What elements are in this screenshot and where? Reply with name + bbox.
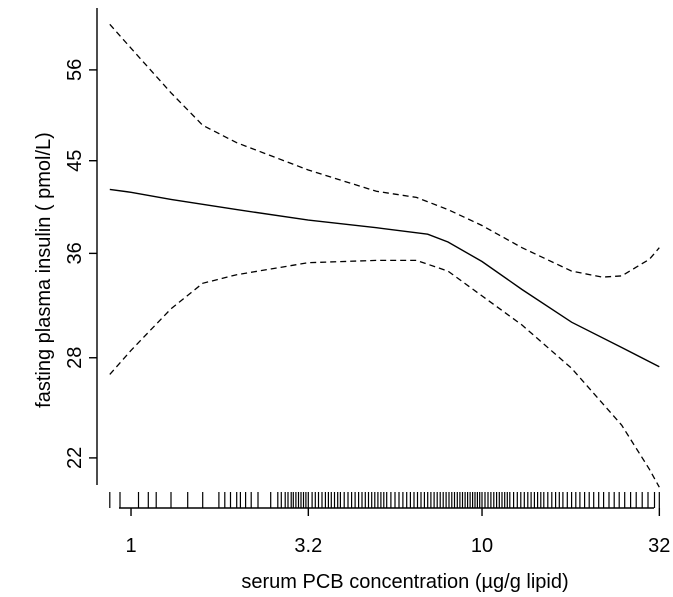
upper-ci-line [109, 23, 660, 278]
lower-ci-line [109, 259, 660, 488]
x-tick-label: 32 [648, 535, 670, 557]
plot-lines [109, 23, 660, 488]
y-ticks: 22 28 36 45 56 [64, 59, 97, 469]
rug-plot [109, 492, 660, 508]
y-axis-title: fasting plasma insulin ( pmol/L) [33, 132, 55, 408]
y-tick-label: 28 [64, 347, 86, 369]
y-tick-label: 22 [64, 447, 86, 469]
x-ticks: 1 3.2 10 32 [125, 508, 670, 557]
fitted-curve-line [109, 188, 660, 368]
x-tick-label: 10 [471, 535, 493, 557]
x-tick-label: 3.2 [294, 535, 322, 557]
y-tick-label: 36 [64, 242, 86, 264]
y-tick-label: 56 [64, 59, 86, 81]
axes [96, 8, 654, 509]
x-tick-label: 1 [125, 535, 136, 557]
x-axis-title: serum PCB concentration (µg/g lipid) [241, 571, 568, 593]
y-tick-label: 45 [64, 150, 86, 172]
